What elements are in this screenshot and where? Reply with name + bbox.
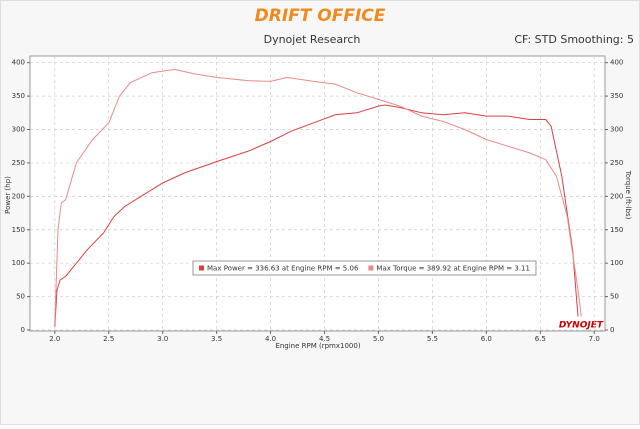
x-tick-label: 5.5 [427, 335, 438, 343]
x-tick-label: 7.0 [589, 335, 600, 343]
y-tick-label: 300 [12, 126, 25, 134]
y-tick-label: 400 [12, 59, 25, 67]
y-tick-label: 350 [12, 92, 25, 100]
brand: DYNOJET [559, 321, 604, 331]
x-tick-label: 3.5 [211, 335, 222, 343]
series-line [54, 104, 579, 327]
x-tick-label: 2.5 [103, 335, 114, 343]
x-tick-label: 4.0 [265, 335, 276, 343]
x-tick-label: 3.0 [157, 335, 168, 343]
series-line [54, 68, 582, 324]
y-tick-label: 100 [12, 259, 25, 267]
legend [192, 260, 537, 276]
legend-label: Max Power = 336.63 at Engine RPM = 5.06 [207, 265, 359, 273]
y2-tick-label: 50 [610, 293, 619, 301]
y2-tick-label: 200 [610, 192, 623, 200]
y2-tick-label: 400 [610, 59, 623, 67]
settings: CF: STD Smoothing: 5 [514, 33, 634, 46]
y-tick-label: 150 [12, 226, 25, 234]
legend-label: Max Torque = 389.92 at Engine RPM = 3.11 [376, 265, 530, 273]
y-tick-label: 50 [16, 293, 25, 301]
legend-swatch [368, 265, 374, 271]
x-tick-label: 6.0 [481, 335, 492, 343]
x-tick-label: 6.5 [535, 335, 546, 343]
x-axis-label: Engine RPM (rpmx1000) [275, 342, 360, 350]
x-tick-label: 2.0 [49, 335, 60, 343]
legend-swatch [199, 265, 204, 271]
y-axis-label: Power (hp) [4, 176, 12, 214]
chart-title: Dynojet Research [264, 33, 361, 46]
y2-tick-label: 350 [610, 92, 623, 100]
y-tick-label: 250 [12, 159, 25, 167]
x-tick-label: 4.5 [319, 335, 330, 343]
y2-tick-label: 150 [610, 226, 623, 234]
logo: DRIFT OFFICE [255, 6, 386, 26]
y2-axis-label: Torque (ft-lbs) [624, 170, 632, 220]
plot-area [29, 55, 606, 332]
x-tick-label: 5.0 [373, 335, 384, 343]
y2-tick-label: 0 [610, 326, 614, 334]
y2-tick-label: 300 [610, 126, 623, 134]
y2-tick-label: 100 [610, 259, 623, 267]
y-tick-label: 200 [12, 192, 25, 200]
y2-tick-label: 250 [610, 159, 623, 167]
y-tick-label: 0 [21, 326, 25, 334]
